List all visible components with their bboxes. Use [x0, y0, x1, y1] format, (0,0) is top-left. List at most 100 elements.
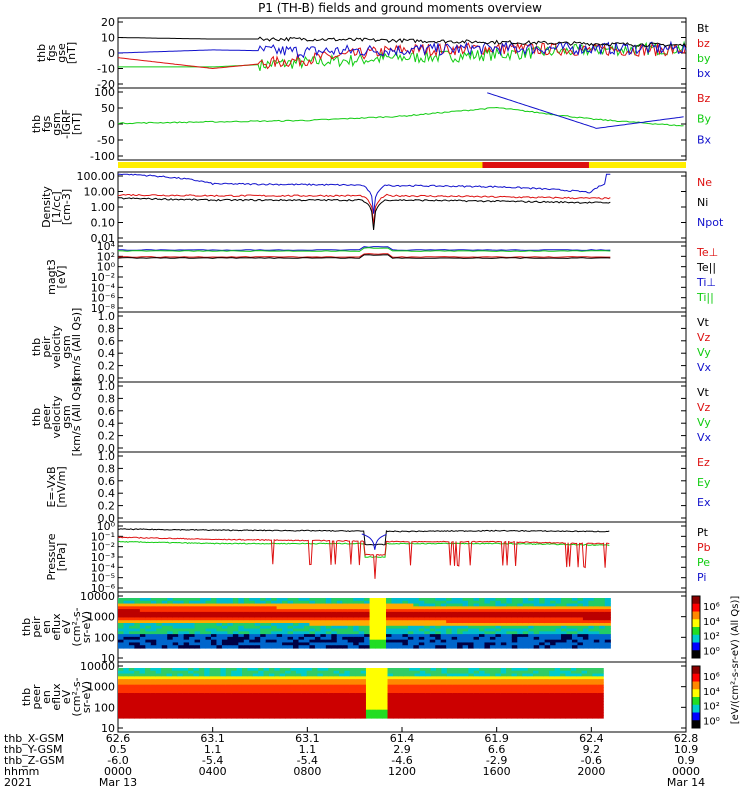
spectrogram-cell: [232, 634, 239, 638]
spectrogram-cell: [236, 712, 243, 716]
colorbar-cell: [692, 679, 700, 682]
spectrogram-cell: [398, 701, 405, 705]
spectrogram-cell: [511, 693, 518, 697]
spectrogram-cell: [298, 603, 305, 607]
spectrogram-cell: [171, 693, 178, 697]
spectrogram-cell: [295, 670, 302, 675]
spectrogram-cell: [495, 623, 502, 627]
spectrogram-cell: [533, 712, 540, 716]
spectrogram-cell: [407, 623, 414, 627]
spectrogram-cell: [407, 603, 414, 607]
spectrogram-cell: [287, 611, 294, 616]
spectrogram-cell: [517, 645, 524, 649]
spectrogram-cell: [128, 670, 135, 675]
series-Bt: [118, 36, 687, 48]
spectrogram-cell: [301, 670, 308, 675]
spectrogram-cell: [128, 673, 135, 677]
spectrogram-cell: [134, 636, 141, 641]
spectrogram-cell: [139, 611, 146, 616]
spectrogram-cell: [484, 614, 491, 619]
spectrogram-cell: [582, 600, 589, 605]
spectrogram-cell: [134, 693, 141, 697]
spectrogram-cell: [506, 623, 513, 627]
spectrogram-cell: [424, 617, 431, 621]
series-bz: [117, 41, 687, 70]
spectrogram-cell: [342, 628, 349, 632]
spectrogram-cell: [167, 606, 174, 610]
spectrogram-cell: [252, 715, 259, 719]
spectrogram-cell: [543, 676, 550, 680]
colorbar-cell: [692, 651, 700, 654]
colorbar-label: [eV/(cm²-s-sr-eV) (All Qs)]: [730, 596, 741, 725]
spectrogram-cell: [500, 715, 507, 719]
spectrogram-cell: [258, 676, 265, 680]
spectrogram-cell: [392, 684, 399, 689]
spectrogram-cell: [597, 715, 604, 719]
spectrogram-cell: [320, 603, 327, 607]
spectrogram-cell: [387, 706, 394, 711]
spectrogram-cell: [418, 617, 425, 621]
spectrogram-cell: [293, 606, 300, 610]
spectrogram-cell: [457, 690, 464, 694]
spectrogram-cell: [260, 603, 267, 607]
spectrogram-cell: [204, 693, 211, 697]
spectrogram-cell: [309, 598, 316, 602]
spectrogram-cell: [161, 670, 168, 675]
spectrogram-cell: [387, 684, 394, 689]
spectrogram-cell: [139, 712, 146, 716]
spectrogram-cell: [577, 642, 584, 646]
spectrogram-cell: [220, 687, 227, 691]
spectrogram-cell: [161, 631, 168, 635]
spectrogram-cell: [336, 645, 343, 649]
spectrogram-cell: [209, 673, 216, 677]
spectrogram-cell: [516, 693, 523, 697]
colorbar-cell: [692, 628, 700, 631]
spectrogram-cell: [407, 642, 414, 646]
spectrogram-cell: [382, 670, 389, 675]
spectrogram-cell: [238, 634, 245, 638]
spectrogram-cell: [425, 712, 432, 716]
spectrogram-cell: [156, 606, 163, 610]
spectrogram-cell: [500, 704, 507, 708]
spectrogram-cell: [254, 603, 261, 607]
spectrogram-cell: [441, 709, 448, 714]
spectrogram-cell: [128, 611, 136, 616]
spectrogram-cell: [528, 639, 535, 644]
spectrogram-cell: [571, 636, 579, 641]
spectrogram-cell: [227, 631, 234, 635]
spectrogram-cell: [161, 614, 168, 619]
spectrogram-cell: [549, 681, 556, 686]
y-tick-label: 0.4: [98, 347, 116, 360]
spectrogram-cell: [331, 617, 338, 621]
spectrogram-cell: [570, 687, 577, 691]
spectrogram-cell: [588, 620, 595, 624]
spectrogram-cell: [375, 642, 382, 646]
spectrogram-cell: [216, 639, 223, 644]
spectrogram-cell: [565, 687, 572, 691]
spectrogram-cell: [391, 625, 398, 630]
spectrogram-cell: [468, 625, 475, 630]
spectrogram-cell: [560, 709, 567, 714]
spectrogram-cell: [293, 598, 300, 602]
spectrogram-cell: [282, 603, 289, 607]
spectrogram-cell: [387, 681, 394, 686]
spectrogram-cell: [325, 623, 332, 627]
x-tick-label: 2000: [577, 765, 605, 778]
spectrogram-cell: [145, 609, 152, 613]
spectrogram-cell: [414, 676, 421, 680]
spectrogram-cell: [391, 611, 398, 616]
spectrogram-cell: [533, 698, 540, 702]
spectrogram-cell: [263, 681, 270, 686]
spectrogram-cell: [409, 695, 416, 700]
spectrogram-cell: [254, 611, 261, 616]
spectrogram-cell: [511, 698, 518, 702]
spectrogram-cell: [298, 642, 305, 646]
spectrogram-cell: [517, 611, 524, 616]
spectrogram-cell: [145, 631, 152, 635]
colorbar-tick: 10⁶: [703, 672, 720, 683]
spectrogram-cell: [582, 634, 589, 638]
spectrogram-cell: [282, 642, 289, 646]
spectrogram-cell: [538, 668, 545, 672]
spectrogram-cell: [376, 706, 383, 711]
spectrogram-cell: [205, 598, 212, 602]
